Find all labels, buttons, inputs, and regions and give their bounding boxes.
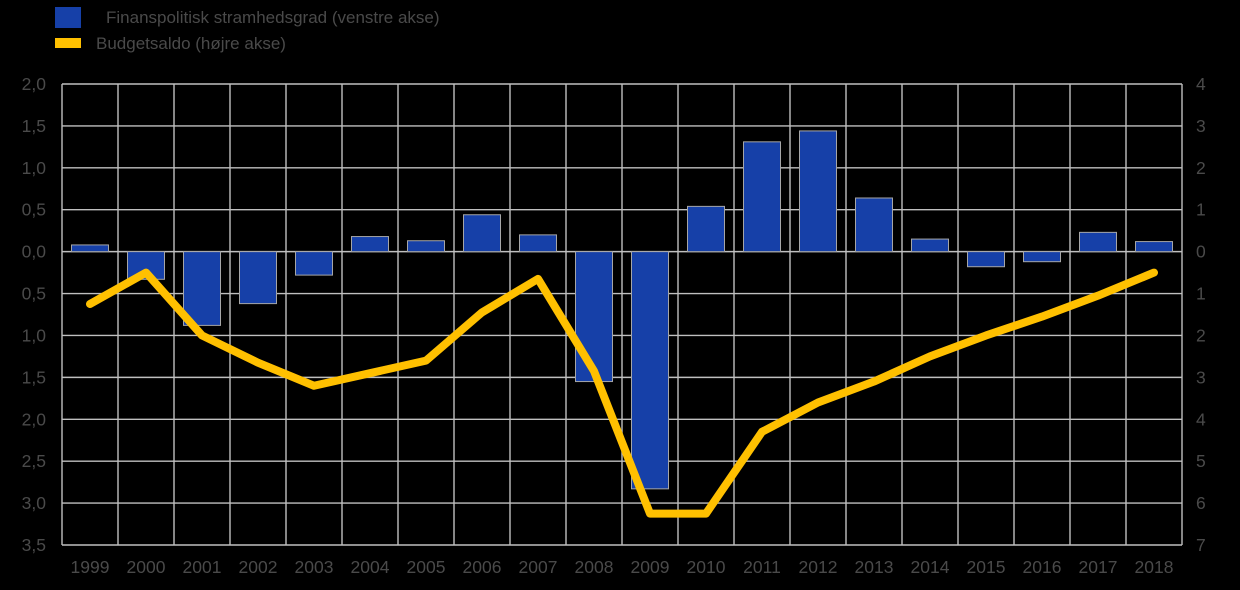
left-axis-tick: 3,0 — [22, 493, 47, 513]
legend-label-line: Budgetsaldo (højre akse) — [96, 33, 286, 53]
bar-2017 — [1079, 231, 1117, 253]
x-axis-tick: 2006 — [463, 557, 502, 577]
x-axis-tick: 2008 — [575, 557, 614, 577]
bar-2016 — [1023, 251, 1061, 263]
bar-2007 — [519, 234, 557, 253]
right-axis-tick: 5 — [1196, 451, 1206, 471]
bar-2002 — [239, 251, 277, 305]
right-axis-tick: 6 — [1196, 493, 1206, 513]
bar-2015 — [967, 251, 1005, 268]
legend-item-line: Budgetsaldo (højre akse) — [55, 30, 440, 56]
x-axis-tick: 2005 — [407, 557, 446, 577]
right-axis-tick: 4 — [1196, 74, 1206, 94]
right-axis-tick: 1 — [1196, 284, 1206, 304]
legend-label-bars: Finanspolitisk stramhedsgrad (venstre ak… — [106, 7, 440, 27]
bar-1999 — [71, 244, 109, 253]
x-axis-tick: 2014 — [911, 557, 950, 577]
x-axis-tick: 2000 — [127, 557, 166, 577]
bar-2004 — [351, 236, 389, 253]
x-axis-tick: 2012 — [799, 557, 838, 577]
bar-2011 — [743, 141, 781, 253]
x-axis-tick: 1999 — [71, 557, 110, 577]
right-axis-tick: 7 — [1196, 535, 1206, 555]
bar-2008 — [575, 251, 613, 383]
left-axis-tick: 0,5 — [22, 200, 46, 220]
bar-2009 — [631, 251, 669, 490]
left-axis-tick: 0,5 — [22, 284, 46, 304]
left-axis-tick: 2,0 — [22, 409, 47, 429]
x-axis-tick: 2003 — [295, 557, 334, 577]
x-axis-tick: 2002 — [239, 557, 278, 577]
x-axis-tick: 2004 — [351, 557, 390, 577]
bar-2006 — [463, 214, 501, 253]
x-axis-tick: 2015 — [967, 557, 1006, 577]
left-axis-tick: 1,0 — [22, 325, 47, 345]
right-axis-tick: 1 — [1196, 200, 1206, 220]
budget-balance-line — [86, 268, 1158, 518]
x-axis-tick: 2011 — [743, 557, 781, 577]
right-axis-tick: 3 — [1196, 367, 1206, 387]
left-axis-tick: 1,0 — [22, 158, 47, 178]
right-axis-tick: 2 — [1196, 158, 1206, 178]
left-axis-tick: 1,5 — [22, 116, 46, 136]
bar-2018 — [1135, 241, 1173, 253]
bar-2010 — [687, 205, 725, 253]
x-axis-tick: 2001 — [183, 557, 222, 577]
x-axis-tick: 2010 — [687, 557, 726, 577]
x-axis-tick: 2007 — [519, 557, 558, 577]
left-axis-tick: 3,5 — [22, 535, 46, 555]
left-axis-tick: 2,0 — [22, 74, 47, 94]
bar-2003 — [295, 251, 333, 276]
x-axis-tick: 2017 — [1079, 557, 1118, 577]
right-axis-tick: 2 — [1196, 325, 1206, 345]
left-axis-tick: 0,0 — [22, 242, 47, 262]
legend-item-bars: Finanspolitisk stramhedsgrad (venstre ak… — [55, 4, 440, 30]
x-axis-tick: 2016 — [1023, 557, 1062, 577]
bar-2005 — [407, 240, 445, 253]
right-axis-tick: 3 — [1196, 116, 1206, 136]
left-axis-tick: 1,5 — [22, 367, 46, 387]
right-axis-tick: 4 — [1196, 409, 1206, 429]
bar-2013 — [855, 197, 893, 253]
bar-2012 — [799, 130, 837, 253]
bar-series-swatch-icon — [55, 6, 81, 28]
right-axis-tick: 0 — [1196, 242, 1206, 262]
bar-2001 — [183, 251, 221, 326]
line-series-swatch-icon — [55, 38, 81, 48]
chart-legend: Finanspolitisk stramhedsgrad (venstre ak… — [55, 4, 440, 56]
left-axis-tick: 2,5 — [22, 451, 46, 471]
x-axis-tick: 2013 — [855, 557, 894, 577]
x-axis-tick: 2009 — [631, 557, 670, 577]
x-axis-tick: 2018 — [1135, 557, 1174, 577]
bar-2014 — [911, 238, 949, 253]
